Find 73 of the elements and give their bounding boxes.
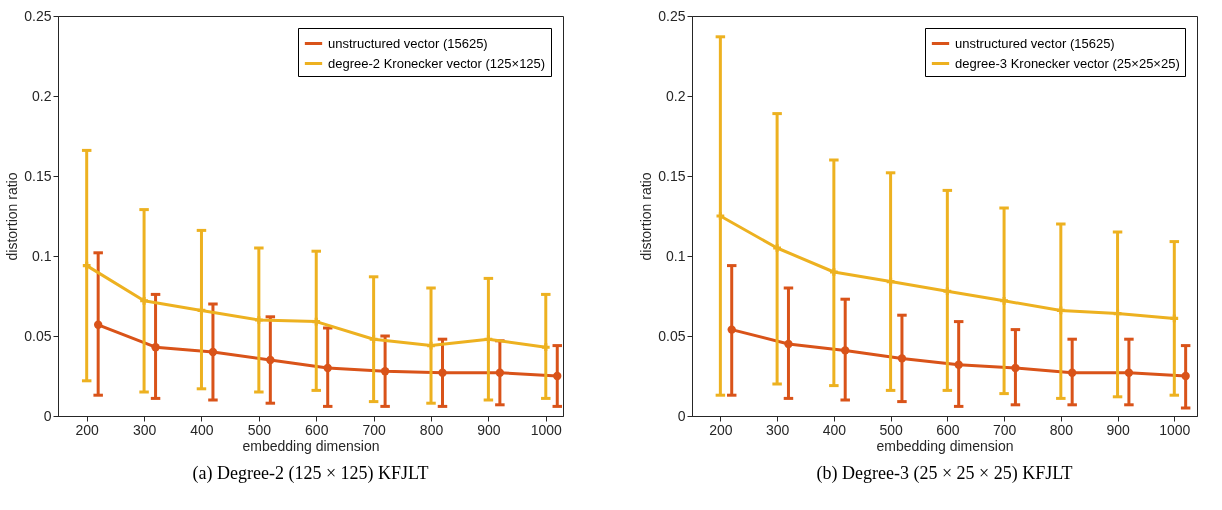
- point: [1181, 371, 1190, 381]
- point: [829, 268, 838, 276]
- x-tick-label: 400: [190, 421, 214, 438]
- point: [841, 346, 850, 355]
- point: [1000, 296, 1008, 305]
- x-axis-title: embedding dimension: [242, 437, 380, 454]
- y-axis-title: distortion ratio: [638, 172, 655, 261]
- point: [140, 296, 148, 305]
- point: [151, 343, 160, 352]
- point: [484, 335, 493, 344]
- point: [716, 212, 725, 220]
- x-tick-label: 1000: [1159, 421, 1191, 438]
- x-tick-label: 400: [822, 421, 847, 438]
- point: [1067, 368, 1077, 377]
- point: [541, 343, 550, 352]
- point: [438, 368, 447, 377]
- point: [954, 360, 963, 369]
- point: [369, 335, 378, 344]
- point: [1011, 363, 1020, 373]
- point: [943, 287, 952, 296]
- point: [93, 320, 103, 329]
- x-tick-label: 800: [419, 421, 444, 438]
- x-tick-label: 900: [477, 421, 501, 438]
- x-tick-label: 600: [936, 421, 960, 438]
- point: [1056, 306, 1065, 315]
- x-tick-label: 600: [305, 421, 329, 438]
- y-tick-label: 0.1: [32, 247, 52, 264]
- x-tick-label: 300: [765, 421, 790, 438]
- y-tick-label: 0.25: [24, 7, 52, 24]
- point: [380, 367, 390, 376]
- y-tick-label: 0: [677, 407, 686, 424]
- point: [266, 355, 275, 365]
- y-tick-label: 0.15: [658, 167, 686, 184]
- x-tick-label: 200: [75, 421, 100, 438]
- text: (b) Degree-3 (25 × 25 × 25) KFJLT: [816, 463, 1073, 484]
- y-tick-label: 0.2: [32, 87, 52, 104]
- x-tick-label: 700: [362, 421, 387, 438]
- x-tick-label: 300: [132, 421, 157, 438]
- point: [82, 261, 91, 270]
- point: [208, 347, 218, 357]
- point: [773, 244, 781, 252]
- y-axis-title: distortion ratio: [4, 172, 21, 261]
- y-tick-label: 0: [43, 407, 52, 424]
- x-tick-label: 200: [709, 421, 733, 438]
- legend-label: degree-3 Kronecker vector (25×25×25): [955, 55, 1180, 71]
- y-tick-label: 0.25: [658, 7, 686, 24]
- x-tick-label: 1000: [530, 421, 563, 438]
- point: [1170, 314, 1179, 323]
- legend-label: unstructured vector (15625): [328, 35, 488, 51]
- y-tick-label: 0.15: [24, 167, 52, 184]
- x-tick-label: 900: [1106, 421, 1130, 438]
- point: [784, 339, 793, 349]
- point: [897, 354, 907, 363]
- x-tick-label: 500: [879, 421, 903, 438]
- legend-label: unstructured vector (15625): [955, 35, 1115, 51]
- point: [427, 341, 435, 350]
- x-tick-label: 700: [992, 421, 1017, 438]
- y-tick-label: 0.05: [658, 327, 686, 344]
- point: [323, 363, 332, 373]
- x-tick-label: 500: [247, 421, 272, 438]
- x-tick-label: 800: [1049, 421, 1074, 438]
- point: [312, 317, 321, 326]
- point: [495, 368, 505, 377]
- point: [553, 371, 562, 381]
- y-tick-label: 0.1: [666, 247, 686, 264]
- y-tick-label: 0.2: [666, 87, 686, 104]
- point: [254, 316, 263, 324]
- legend-label: degree-2 Kronecker vector (125×125): [328, 55, 546, 71]
- point: [727, 325, 736, 334]
- y-tick-label: 0.05: [24, 327, 52, 344]
- text: (a) Degree-2 (125 × 125) KFJLT: [192, 463, 429, 484]
- x-axis-title: embedding dimension: [876, 437, 1014, 454]
- point: [1124, 368, 1134, 377]
